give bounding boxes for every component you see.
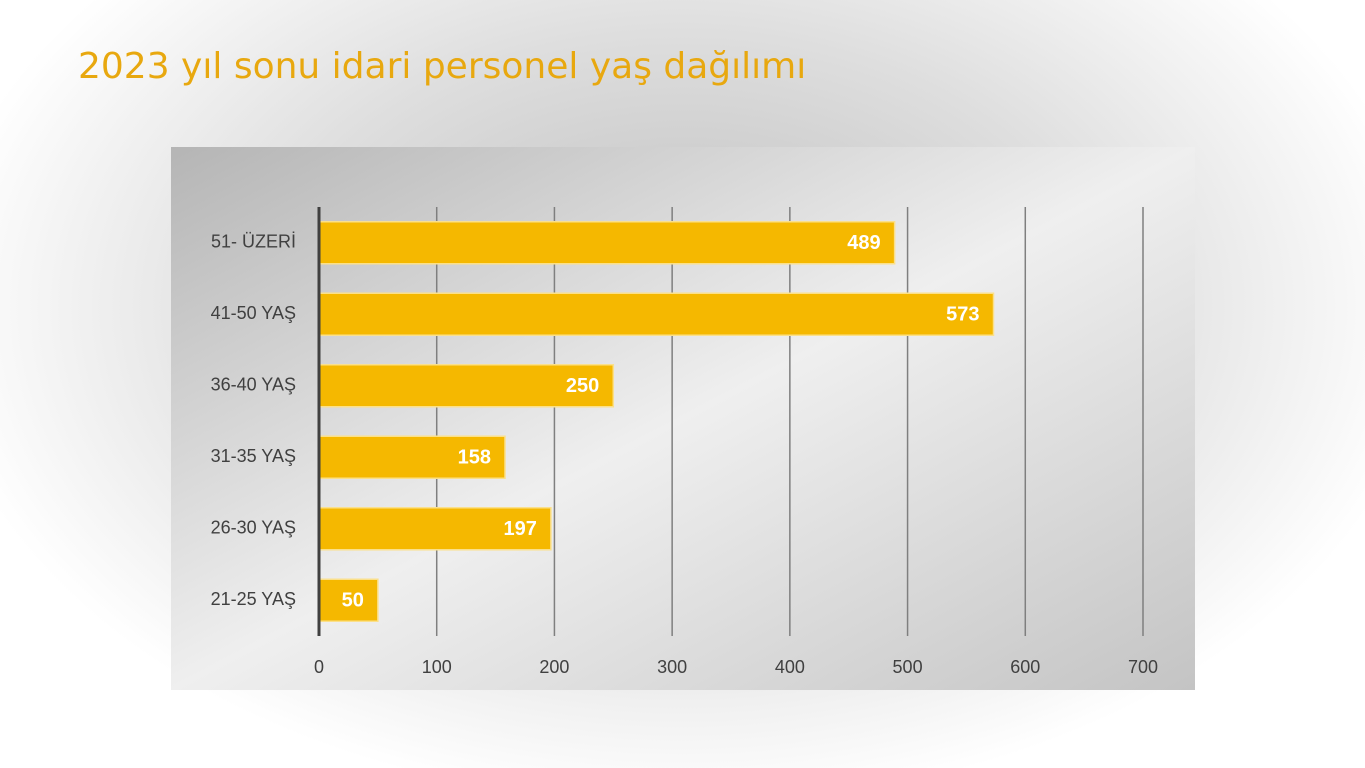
y-tick-label: 51- ÜZERİ	[211, 232, 296, 252]
x-tick-label: 0	[314, 657, 324, 677]
page-title: 2023 yıl sonu idari personel yaş dağılım…	[78, 46, 807, 87]
bar	[318, 292, 995, 336]
y-tick-label: 41-50 YAŞ	[211, 303, 296, 323]
x-tick-label: 400	[775, 657, 805, 677]
data-label: 197	[504, 518, 537, 540]
bar	[318, 507, 552, 551]
x-tick-label: 200	[539, 657, 569, 677]
y-tick-label: 26-30 YAŞ	[211, 518, 296, 538]
x-tick-label: 100	[422, 657, 452, 677]
data-label: 250	[566, 375, 599, 397]
x-tick-label: 600	[1010, 657, 1040, 677]
y-tick-label: 21-25 YAŞ	[211, 589, 296, 609]
bar	[318, 221, 896, 265]
y-tick-label: 31-35 YAŞ	[211, 446, 296, 466]
x-tick-label: 500	[893, 657, 923, 677]
x-tick-label: 700	[1128, 657, 1158, 677]
x-tick-label: 300	[657, 657, 687, 677]
data-label: 158	[458, 447, 491, 469]
data-label: 50	[342, 590, 364, 612]
bar	[318, 364, 615, 408]
data-label: 489	[847, 232, 880, 254]
data-label: 573	[946, 304, 979, 326]
y-tick-label: 36-40 YAŞ	[211, 375, 296, 395]
